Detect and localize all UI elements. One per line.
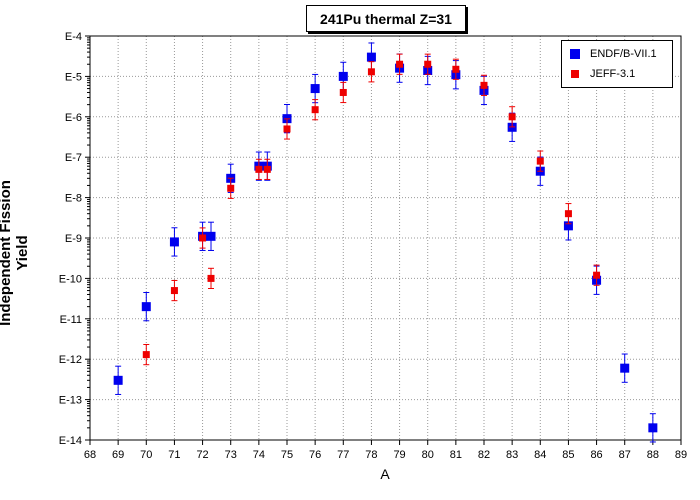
data-point-jeff bbox=[508, 113, 516, 121]
x-tick-label: 88 bbox=[647, 449, 659, 461]
data-point-endf bbox=[366, 52, 376, 62]
data-point-jeff bbox=[142, 351, 150, 359]
y-tick-label: E-7 bbox=[65, 152, 82, 164]
data-point-jeff bbox=[263, 165, 271, 173]
legend-item-endf: ENDF/B-VII.1 bbox=[570, 48, 657, 60]
legend-item-jeff: JEFF-3.1 bbox=[570, 68, 635, 80]
x-tick-label: 69 bbox=[112, 449, 124, 461]
legend-swatch-endf bbox=[570, 49, 580, 59]
data-point-endf bbox=[620, 363, 630, 373]
data-point-endf bbox=[206, 231, 216, 241]
data-point-jeff bbox=[536, 157, 544, 165]
x-axis-label: A bbox=[380, 466, 390, 482]
x-tick-label: 73 bbox=[225, 449, 237, 461]
data-point-jeff bbox=[311, 106, 319, 114]
x-tick-label: 75 bbox=[281, 449, 293, 461]
data-point-endf bbox=[563, 221, 573, 231]
x-tick-label: 79 bbox=[393, 449, 405, 461]
legend-label-endf: ENDF/B-VII.1 bbox=[590, 48, 657, 60]
data-point-jeff bbox=[367, 68, 375, 76]
x-tick-label: 87 bbox=[619, 449, 631, 461]
x-tick-label: 77 bbox=[337, 449, 349, 461]
chart-title: 241Pu thermal Z=31 bbox=[306, 5, 466, 32]
legend-label-jeff: JEFF-3.1 bbox=[590, 68, 636, 80]
y-tick-label: E-5 bbox=[65, 71, 82, 83]
data-point-jeff bbox=[227, 184, 235, 192]
x-tick-label: 68 bbox=[84, 449, 96, 461]
x-tick-label: 85 bbox=[562, 449, 574, 461]
data-point-jeff bbox=[396, 60, 404, 68]
x-tick-label: 86 bbox=[590, 449, 602, 461]
data-point-jeff bbox=[564, 210, 572, 218]
y-tick-label: E-4 bbox=[65, 31, 82, 43]
y-tick-label: E-12 bbox=[59, 354, 82, 366]
data-point-endf bbox=[169, 237, 179, 247]
legend-swatch-jeff bbox=[571, 70, 579, 78]
y-tick-label: E-9 bbox=[65, 233, 82, 245]
data-point-jeff bbox=[339, 88, 347, 96]
data-point-jeff bbox=[170, 287, 178, 295]
x-tick-label: 80 bbox=[422, 449, 434, 461]
y-tick-label: E-14 bbox=[59, 435, 82, 447]
y-axis-label: Independent Fission Yield bbox=[0, 180, 31, 326]
data-point-jeff bbox=[480, 81, 488, 89]
y-tick-label: E-8 bbox=[65, 193, 82, 205]
data-point-endf bbox=[310, 84, 320, 94]
x-tick-label: 74 bbox=[253, 449, 265, 461]
y-tick-label: E-11 bbox=[60, 314, 82, 326]
x-tick-label: 84 bbox=[534, 449, 546, 461]
data-point-jeff bbox=[424, 60, 432, 68]
x-tick-label: 71 bbox=[168, 449, 180, 461]
y-tick-label: E-6 bbox=[65, 112, 82, 124]
data-point-jeff bbox=[593, 271, 601, 279]
data-point-jeff bbox=[207, 274, 215, 282]
x-tick-label: 83 bbox=[506, 449, 518, 461]
data-point-endf bbox=[648, 423, 658, 433]
x-tick-label: 82 bbox=[478, 449, 490, 461]
y-tick-label: E-10 bbox=[59, 273, 82, 285]
x-tick-label: 81 bbox=[450, 449, 462, 461]
data-point-endf bbox=[113, 375, 123, 385]
x-tick-label: 72 bbox=[196, 449, 208, 461]
data-point-jeff bbox=[283, 125, 291, 133]
y-tick-label: E-13 bbox=[59, 395, 82, 407]
x-tick-label: 76 bbox=[309, 449, 321, 461]
x-tick-label: 70 bbox=[140, 449, 152, 461]
x-tick-label: 78 bbox=[365, 449, 377, 461]
data-point-endf bbox=[338, 71, 348, 81]
data-point-endf bbox=[141, 302, 151, 312]
x-tick-label: 89 bbox=[675, 449, 687, 461]
data-point-jeff bbox=[199, 234, 207, 242]
data-point-jeff bbox=[452, 65, 460, 73]
data-point-jeff bbox=[255, 165, 263, 173]
chart-legend: ENDF/B-VII.1 JEFF-3.1 bbox=[561, 40, 673, 88]
